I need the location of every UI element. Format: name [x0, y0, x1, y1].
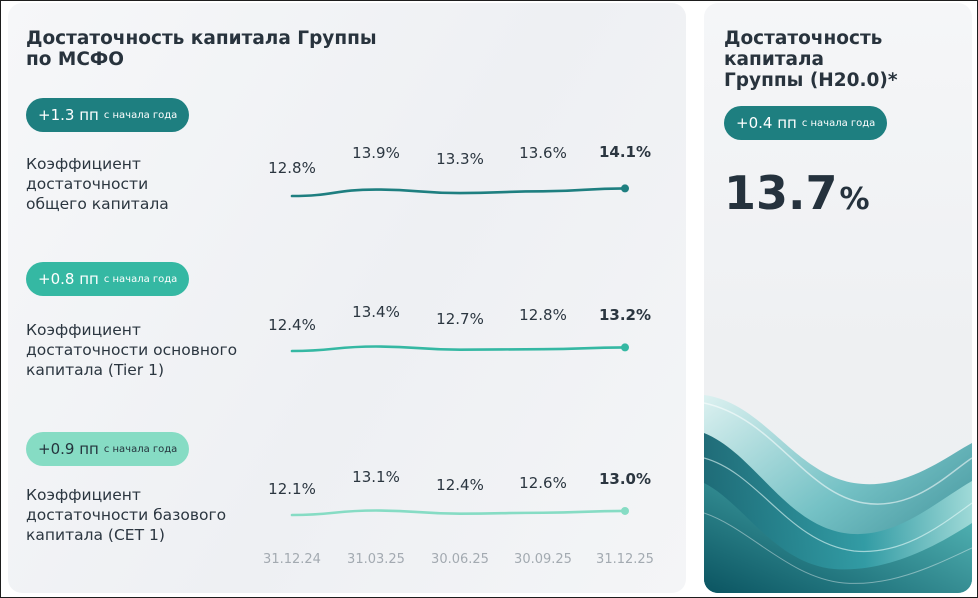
cet1-label-line-1: Коэффициент: [26, 486, 141, 504]
n20-capital-card: [704, 3, 972, 593]
tier1-label-line-3: капитала (Tier 1): [26, 361, 165, 379]
total-capital-change-value: +1.3 пп: [38, 106, 99, 124]
decorative-wave-image: [704, 395, 972, 593]
n20-change-badge: +0.4 пп с начала года: [724, 106, 888, 140]
n20-title: Достаточность капитала Группы (Н20.0)*: [724, 28, 978, 91]
n20-change-suffix: с начала года: [801, 117, 876, 129]
tier1-label: Коэффициент достаточности основного капи…: [26, 320, 256, 380]
total-capital-label-line-2: достаточности: [26, 175, 149, 193]
cet1-change-badge: +0.9 пп с начала года: [26, 432, 190, 466]
cet1-label-line-2: достаточности базового: [26, 506, 227, 524]
ifrs-title: Достаточность капитала Группы по МСФО: [26, 28, 377, 70]
cet1-label: Коэффициент достаточности базового капит…: [26, 485, 256, 545]
n20-ratio-number: 13.7: [724, 166, 838, 220]
tier1-change-badge: +0.8 пп с начала года: [26, 262, 190, 296]
tier1-label-line-2: достаточности основного: [26, 341, 238, 359]
total-capital-change-suffix: с начала года: [103, 109, 178, 121]
n20-change-value: +0.4 пп: [736, 114, 797, 132]
cet1-label-line-3: капитала (CET 1): [26, 526, 165, 544]
cet1-change-suffix: с начала года: [103, 443, 178, 455]
total-capital-label-line-3: общего капитала: [26, 195, 169, 213]
cet1-change-value: +0.9 пп: [38, 440, 99, 458]
n20-ratio-value: 13.7%: [724, 166, 870, 220]
tier1-change-value: +0.8 пп: [38, 270, 99, 288]
ifrs-title-line-1: Достаточность капитала Группы: [26, 28, 377, 49]
tier1-change-suffix: с начала года: [103, 273, 178, 285]
tier1-label-line-1: Коэффициент: [26, 321, 141, 339]
n20-title-line-1: Достаточность капитала: [724, 28, 883, 70]
total-capital-label-line-1: Коэффициент: [26, 155, 141, 173]
n20-ratio-unit: %: [839, 182, 870, 217]
ifrs-title-line-2: по МСФО: [26, 49, 124, 70]
total-capital-change-badge: +1.3 пп с начала года: [26, 98, 190, 132]
total-capital-label: Коэффициент достаточности общего капитал…: [26, 154, 256, 214]
n20-title-line-2: Группы (Н20.0)*: [724, 70, 898, 91]
